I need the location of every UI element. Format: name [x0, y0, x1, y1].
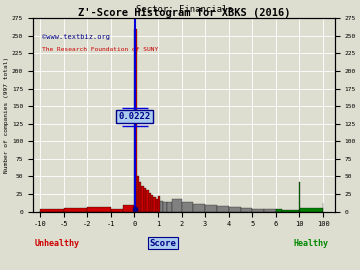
- Bar: [181, 202, 193, 211]
- Bar: [300, 208, 323, 211]
- Bar: [134, 29, 137, 211]
- Bar: [282, 210, 300, 211]
- Bar: [122, 205, 134, 211]
- Bar: [276, 210, 282, 211]
- Bar: [87, 207, 111, 211]
- Bar: [40, 210, 64, 211]
- Bar: [137, 176, 139, 211]
- Bar: [264, 210, 276, 211]
- Text: Healthy: Healthy: [293, 239, 328, 248]
- Bar: [229, 207, 240, 211]
- Bar: [111, 209, 122, 211]
- Bar: [139, 182, 141, 211]
- Bar: [217, 206, 229, 211]
- Bar: [153, 197, 156, 211]
- Text: The Research Foundation of SUNY: The Research Foundation of SUNY: [42, 47, 158, 52]
- Bar: [158, 196, 160, 211]
- Bar: [156, 199, 158, 211]
- Bar: [64, 208, 87, 211]
- Bar: [141, 185, 144, 211]
- Bar: [252, 209, 264, 211]
- Y-axis label: Number of companies (997 total): Number of companies (997 total): [4, 57, 9, 173]
- Bar: [205, 205, 217, 211]
- Bar: [240, 208, 252, 211]
- Text: Sector: Financials: Sector: Financials: [135, 5, 232, 14]
- Bar: [160, 201, 163, 211]
- Bar: [193, 204, 205, 211]
- Text: 0.0222: 0.0222: [119, 112, 151, 121]
- Bar: [163, 202, 167, 211]
- Bar: [167, 202, 172, 211]
- Bar: [146, 190, 149, 211]
- Bar: [151, 195, 153, 211]
- Bar: [172, 199, 181, 211]
- Bar: [144, 188, 146, 211]
- Text: Score: Score: [149, 239, 176, 248]
- Text: ©www.textbiz.org: ©www.textbiz.org: [42, 34, 110, 40]
- Title: Z'-Score Histogram for XBKS (2016): Z'-Score Histogram for XBKS (2016): [78, 8, 290, 18]
- Text: Unhealthy: Unhealthy: [35, 239, 80, 248]
- Bar: [149, 193, 151, 211]
